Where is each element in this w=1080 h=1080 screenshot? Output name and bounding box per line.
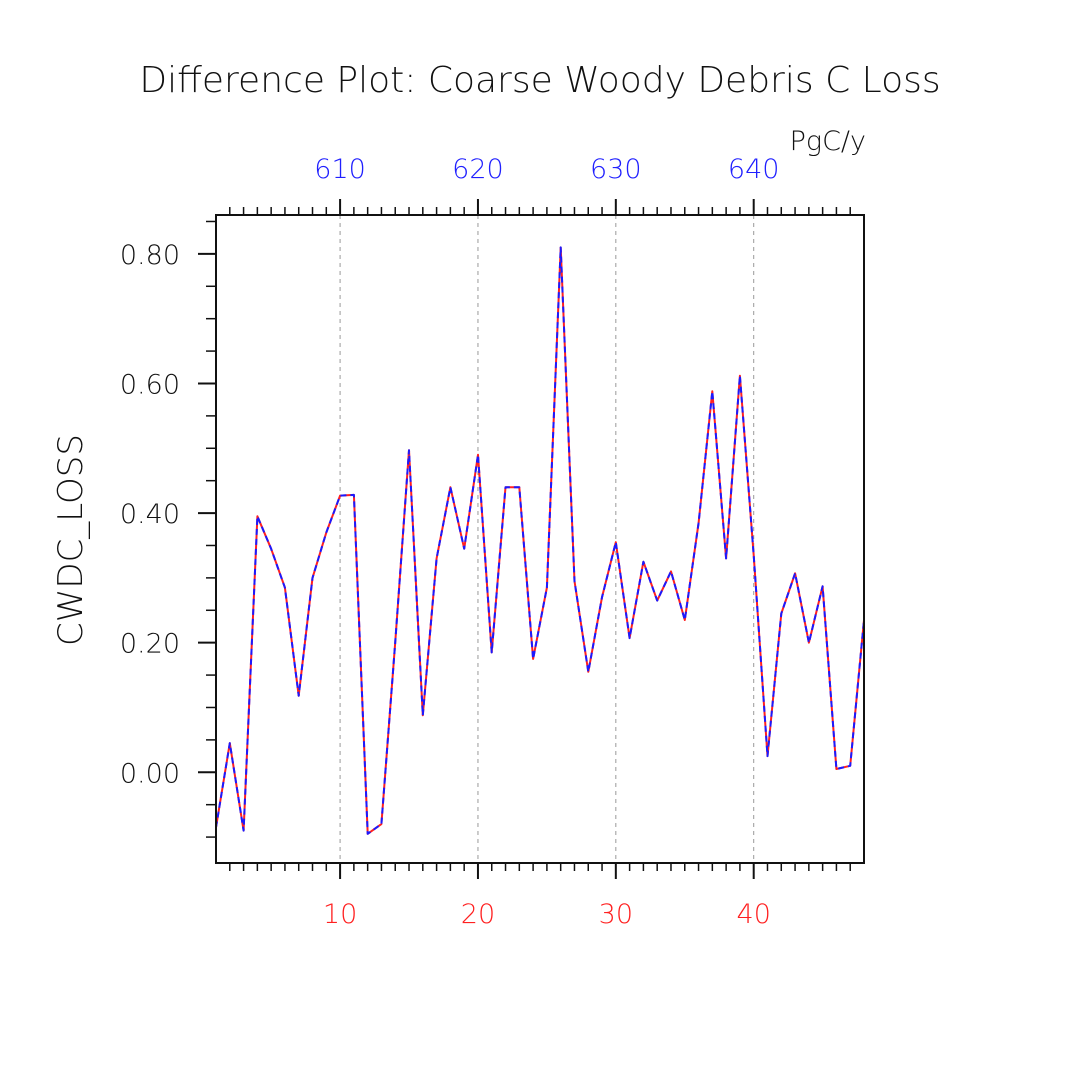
series-line-blue [215, 246, 865, 835]
minor-ticks [206, 207, 851, 871]
x-tick-label-bottom: 30 [599, 899, 633, 930]
y-tick-label: 0.20 [120, 629, 180, 660]
x-tick-labels-top: 610 620 630 640 [314, 154, 779, 185]
major-ticks [198, 199, 755, 879]
y-tick-label: 0.00 [120, 758, 180, 789]
y-tick-labels: 0.00 0.20 0.40 0.60 0.80 [120, 240, 180, 789]
x-tick-labels-bottom: 10 20 30 40 [323, 899, 771, 930]
x-tick-label-top: 620 [452, 154, 504, 185]
x-tick-label-top: 610 [314, 154, 366, 185]
grid [339, 215, 755, 863]
x-tick-label-top: 640 [728, 154, 780, 185]
units-label: PgC/y [790, 126, 866, 157]
chart-title: Difference Plot: Coarse Woody Debris C L… [139, 60, 940, 101]
y-axis-label: CWDC_LOSS [51, 434, 91, 646]
plot-frame [215, 214, 865, 864]
x-tick-label-bottom: 20 [461, 899, 495, 930]
x-tick-label-bottom: 10 [323, 899, 357, 930]
x-tick-label-bottom: 40 [737, 899, 771, 930]
series-lines [215, 246, 865, 835]
y-tick-label: 0.40 [120, 499, 180, 530]
y-tick-label: 0.80 [120, 240, 180, 271]
y-tick-label: 0.60 [120, 369, 180, 400]
x-tick-label-top: 630 [590, 154, 642, 185]
